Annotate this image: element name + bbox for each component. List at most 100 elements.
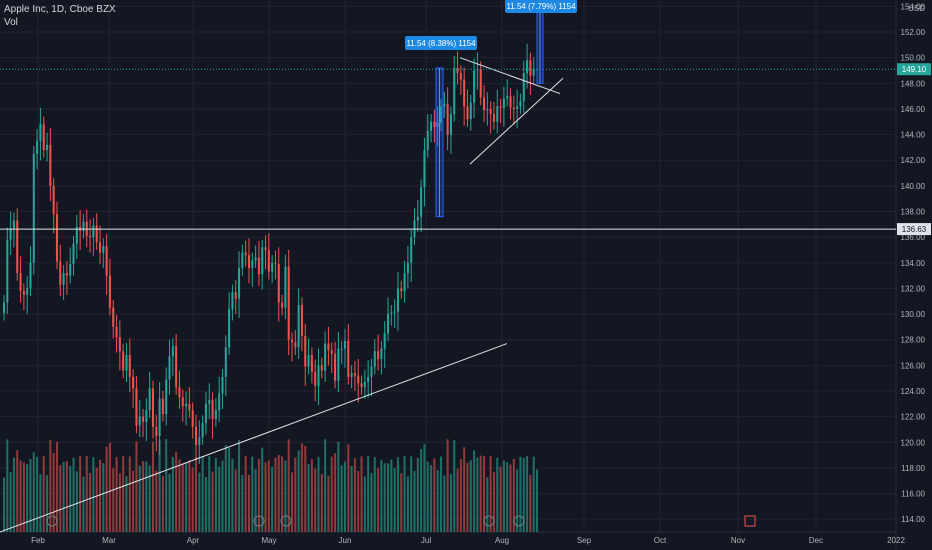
candle-body: [271, 262, 274, 272]
candle-body: [353, 373, 356, 376]
price-tick-label: 146.00: [901, 105, 926, 114]
volume-bar: [343, 461, 347, 532]
candle-body: [430, 121, 433, 131]
candle-body: [138, 416, 141, 426]
volume-bar: [42, 456, 45, 532]
candle-body: [218, 393, 221, 411]
horizontal-level-label: 136.63: [902, 225, 927, 234]
volume-bar: [502, 460, 505, 532]
price-range-1-label-bg: [405, 36, 477, 50]
candle-body: [446, 103, 449, 135]
candle-body: [198, 437, 201, 445]
horizontal-level-tag: [897, 223, 931, 236]
candle-body: [426, 130, 429, 150]
volume-bar: [92, 457, 95, 532]
time-tick-label: Aug: [495, 536, 509, 545]
candle-body: [247, 255, 251, 268]
candle-body: [72, 243, 75, 265]
volume-bar: [327, 475, 330, 532]
volume-bar: [188, 460, 191, 532]
volume-bar: [506, 462, 509, 532]
candle-body: [168, 356, 171, 380]
candle-body: [135, 388, 138, 426]
volume-bar: [171, 457, 174, 532]
candle-body: [228, 308, 231, 348]
volume-bar: [347, 444, 350, 532]
volume-bar: [98, 459, 102, 532]
candle-body: [334, 353, 337, 381]
candle-body: [267, 249, 270, 272]
candle-body: [241, 252, 244, 268]
volume-bar: [29, 459, 32, 532]
volume-bar: [138, 465, 141, 532]
candle-body: [102, 246, 105, 253]
candle-body: [274, 262, 277, 265]
price-tick-label: 130.00: [901, 310, 926, 319]
candle-body: [132, 376, 135, 389]
candle-body: [486, 108, 489, 111]
time-tick-label: Sep: [577, 536, 592, 545]
candle-body: [393, 311, 396, 313]
candle-body: [403, 273, 406, 291]
volume-bar: [310, 459, 313, 532]
candle-body: [49, 144, 52, 186]
candle-body: [39, 124, 42, 142]
candle-body: [151, 388, 155, 427]
event-marker-icon: [483, 515, 495, 527]
candle-body: [310, 355, 313, 372]
volume-bar: [453, 440, 456, 532]
volume-bar: [112, 468, 115, 532]
volume-bar: [390, 459, 393, 532]
volume-bar: [118, 473, 121, 532]
candle-body: [307, 355, 310, 367]
candle-body: [224, 347, 227, 377]
volume-bar: [79, 456, 82, 532]
candle-body: [16, 220, 19, 274]
volume-label: Vol: [4, 17, 18, 28]
candle-body: [476, 69, 479, 71]
candle-body: [251, 260, 254, 268]
candle-body: [9, 228, 12, 240]
volume-bar: [324, 439, 327, 532]
candle-body: [181, 397, 184, 407]
candle-body: [492, 114, 495, 122]
candle-body: [410, 237, 413, 263]
volume-bar: [436, 470, 439, 532]
candle-body: [459, 73, 462, 80]
candle-body: [12, 220, 15, 229]
volume-bar: [22, 462, 25, 532]
volume-bar: [290, 472, 294, 532]
time-tick-label: Mar: [102, 536, 116, 545]
last-price-tag: [897, 63, 931, 76]
candle-body: [297, 305, 300, 348]
volume-bar: [218, 466, 221, 532]
volume-bar: [145, 461, 148, 532]
candle-body: [171, 346, 174, 357]
candle-body: [165, 379, 168, 415]
candle-body: [75, 226, 78, 244]
candle-body: [456, 67, 459, 74]
time-tick-label: Jun: [339, 536, 352, 545]
volume-bar: [380, 459, 383, 532]
candle-body: [194, 426, 198, 445]
volume-bar: [16, 450, 19, 532]
candle-body: [208, 399, 211, 404]
candle-body: [6, 239, 9, 303]
candle-body: [314, 371, 317, 386]
volume-bar: [459, 459, 462, 532]
candle-body: [343, 340, 347, 349]
volume-bar: [281, 456, 284, 532]
candle-body: [82, 221, 85, 231]
volume-bar: [532, 456, 535, 532]
price-tick-label: 124.00: [901, 387, 926, 396]
time-tick-label: Dec: [809, 536, 823, 545]
volume-bar: [201, 456, 204, 532]
candle-body: [423, 149, 426, 188]
volume-bar: [535, 469, 539, 532]
volume-bar: [208, 456, 211, 532]
candle-body: [89, 235, 92, 238]
candle-body: [108, 275, 111, 308]
candle-body: [479, 69, 482, 98]
